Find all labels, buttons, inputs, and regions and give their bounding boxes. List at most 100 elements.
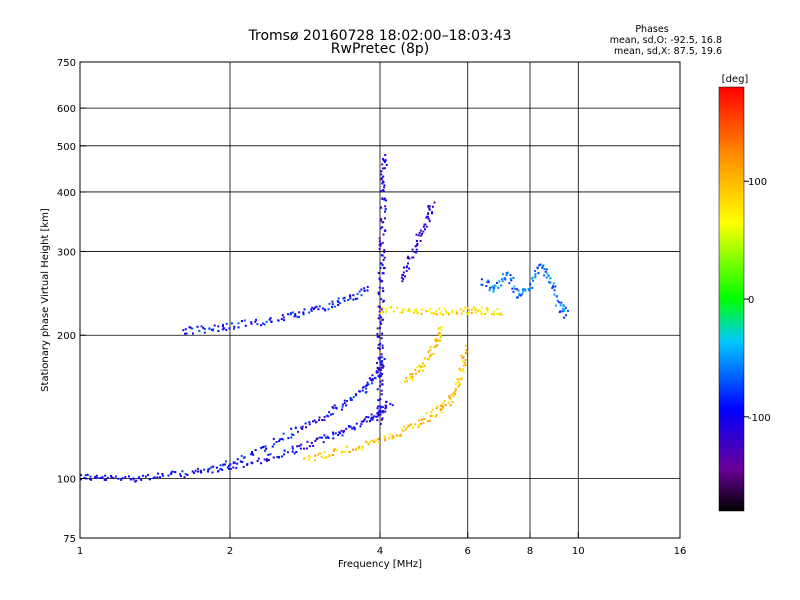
data-point	[79, 474, 82, 477]
data-point	[362, 420, 364, 423]
data-point	[544, 270, 547, 273]
data-point	[381, 197, 384, 200]
data-point	[313, 419, 316, 422]
data-point	[106, 476, 109, 479]
data-point	[465, 350, 468, 353]
data-point	[293, 452, 296, 455]
y-tick-label: 100	[57, 475, 76, 486]
data-point	[428, 357, 431, 360]
data-point	[217, 330, 220, 332]
data-point	[85, 477, 88, 480]
data-point	[212, 465, 215, 468]
data-point	[429, 348, 432, 351]
data-point	[420, 313, 423, 315]
data-point	[303, 457, 306, 460]
data-point	[380, 177, 383, 180]
data-point	[456, 378, 459, 381]
data-point	[323, 419, 326, 422]
data-point	[561, 307, 564, 310]
data-point	[417, 424, 420, 427]
data-point	[381, 287, 384, 290]
data-point	[431, 415, 434, 417]
data-point	[371, 382, 373, 385]
data-point	[268, 459, 270, 462]
data-point	[508, 282, 511, 285]
data-point	[552, 282, 555, 285]
data-point	[406, 257, 409, 259]
data-point	[391, 435, 394, 438]
data-point	[553, 289, 556, 292]
data-point	[242, 456, 245, 459]
data-point	[138, 477, 141, 480]
data-point	[380, 418, 383, 421]
data-point	[352, 396, 355, 398]
data-point	[317, 308, 320, 311]
data-point	[562, 304, 565, 307]
data-point	[501, 280, 504, 283]
data-point	[457, 381, 460, 384]
data-point	[297, 430, 299, 433]
data-point	[220, 468, 223, 471]
data-point	[502, 273, 504, 276]
data-point	[422, 421, 425, 424]
data-point	[225, 322, 228, 325]
data-point	[395, 434, 398, 437]
data-point	[378, 286, 381, 289]
data-point	[420, 422, 422, 425]
data-point	[435, 414, 438, 417]
data-point	[380, 173, 383, 176]
data-point	[522, 290, 524, 293]
data-point	[521, 293, 524, 296]
data-point	[335, 407, 338, 410]
data-point	[448, 396, 451, 399]
data-point	[333, 404, 336, 407]
data-point	[366, 441, 369, 444]
data-point	[389, 433, 392, 436]
y-tick-label: 300	[57, 247, 76, 258]
data-point	[460, 354, 463, 357]
data-point	[379, 380, 382, 383]
data-point	[384, 404, 387, 407]
data-point	[419, 240, 422, 242]
data-point	[435, 313, 438, 316]
data-point	[161, 474, 164, 477]
data-point	[447, 401, 450, 404]
data-point	[549, 281, 552, 284]
data-point	[453, 393, 456, 396]
data-point	[380, 190, 383, 193]
data-point	[117, 477, 120, 480]
data-point	[407, 308, 410, 311]
data-point	[339, 302, 342, 305]
data-point	[341, 434, 344, 437]
data-point	[414, 368, 417, 371]
data-point	[320, 455, 323, 458]
data-point	[403, 380, 406, 383]
data-point	[250, 321, 253, 324]
data-point	[308, 458, 310, 461]
data-point	[466, 307, 469, 310]
data-point	[479, 309, 481, 312]
data-point	[243, 319, 246, 322]
data-point	[179, 475, 182, 477]
data-point	[208, 327, 211, 330]
data-point	[308, 445, 311, 448]
data-point	[402, 271, 405, 274]
data-point	[331, 454, 334, 456]
data-point	[380, 206, 383, 209]
data-point	[311, 306, 314, 309]
data-point	[328, 454, 331, 457]
data-point	[378, 310, 381, 313]
data-point	[355, 297, 357, 300]
data-point	[424, 228, 426, 231]
data-point	[384, 160, 386, 163]
data-point	[565, 314, 567, 317]
data-point	[197, 470, 200, 473]
data-point	[391, 404, 394, 407]
data-point	[101, 476, 104, 479]
data-point	[538, 264, 541, 267]
data-point	[300, 443, 303, 446]
data-point	[447, 313, 450, 316]
data-point	[269, 317, 272, 320]
data-point	[357, 445, 360, 448]
data-point	[415, 233, 418, 236]
